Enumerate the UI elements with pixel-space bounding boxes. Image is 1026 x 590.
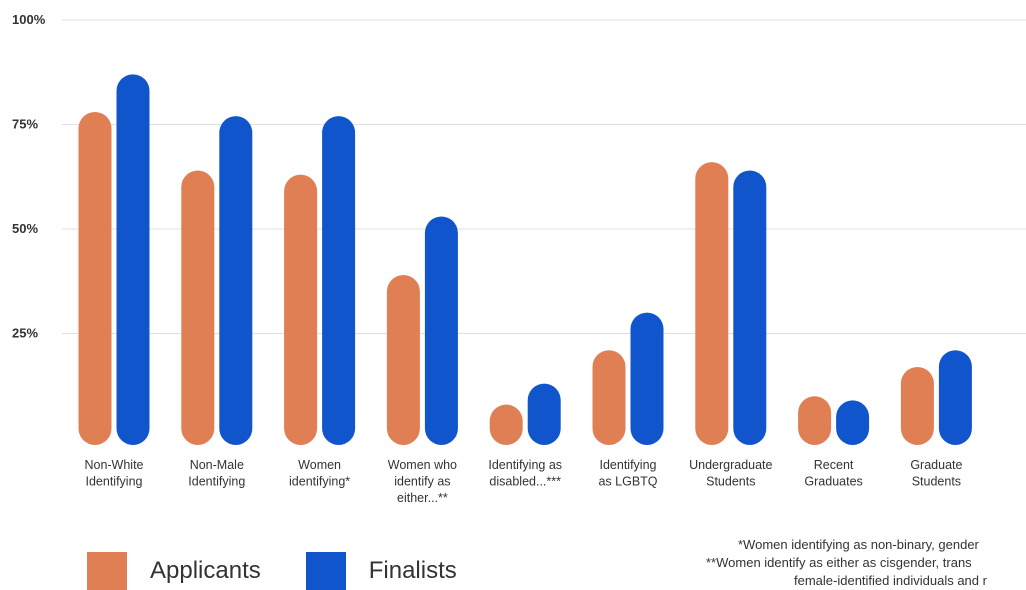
- legend-item-finalists: Finalists: [305, 552, 457, 590]
- footnotes: *Women identifying as non-binary, gender…: [690, 536, 1026, 590]
- bar-applicants: [900, 366, 934, 445]
- bar-finalists: [219, 116, 253, 445]
- y-tick-label: 50%: [12, 221, 38, 236]
- bar-finalists: [938, 350, 972, 445]
- bar-applicants: [181, 170, 215, 446]
- x-category-label: Graduate Students: [910, 458, 962, 489]
- x-category-label: Recent Graduates: [804, 458, 862, 489]
- bar-finalists: [116, 74, 150, 445]
- bar-applicants: [798, 396, 832, 445]
- bar-applicants: [592, 350, 626, 445]
- bar-finalists: [527, 383, 561, 445]
- x-category-label: Non-Male Identifying: [188, 458, 245, 489]
- legend-swatch-applicants: [87, 552, 127, 590]
- y-tick-label: 100%: [12, 12, 46, 27]
- legend: Applicants Finalists: [87, 552, 502, 590]
- legend-swatch-finalists: [305, 552, 346, 590]
- bar-finalists: [322, 116, 356, 445]
- footnote-2: **Women identify as either as cisgender,…: [706, 555, 972, 570]
- x-category-label: Identifying as LGBTQ: [598, 458, 657, 489]
- bar-finalists: [630, 312, 664, 445]
- footnote-3: female-identified individuals and r: [794, 573, 987, 588]
- footnote-1: *Women identifying as non-binary, gender: [738, 537, 979, 552]
- x-category-label: Identifying as disabled...***: [488, 458, 562, 489]
- bar-applicants: [695, 162, 729, 445]
- bar-finalists: [836, 400, 870, 445]
- bar-finalists: [424, 216, 458, 445]
- x-category-label: Women identifying*: [289, 458, 350, 489]
- bar-applicants: [386, 274, 420, 445]
- x-category-label: Undergraduate Students: [689, 458, 772, 489]
- legend-item-applicants: Applicants: [87, 552, 261, 590]
- x-category-label: Non-White Identifying: [84, 458, 143, 489]
- bar-finalists: [733, 170, 767, 446]
- y-tick-label: 75%: [12, 117, 38, 132]
- y-tick-label: 25%: [12, 326, 38, 341]
- bar-applicants: [78, 111, 112, 446]
- legend-label-applicants: Applicants: [150, 557, 261, 584]
- legend-label-finalists: Finalists: [368, 557, 457, 584]
- bar-applicants: [284, 174, 318, 445]
- bar-chart: 25% 50% 75% 100% Non-White Identifying Non-Mal…: [12, 12, 1026, 505]
- bar-applicants: [489, 404, 523, 445]
- x-category-label: Women who identify as either...**: [388, 458, 457, 505]
